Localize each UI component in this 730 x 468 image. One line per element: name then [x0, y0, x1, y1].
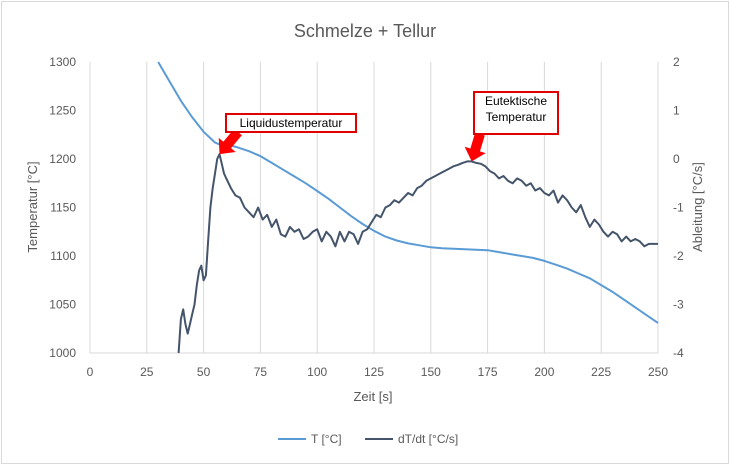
y2-tick-label: -3	[673, 298, 684, 312]
ticks: 0 25 50 75 100 125 150 175 200 225 250 1000 1050 1100…	[49, 55, 684, 379]
y2-tick-label: -2	[673, 249, 684, 263]
legend-label-2: dT/dt [°C/s]	[398, 432, 458, 446]
annotation-box-eutectic	[473, 91, 559, 135]
x-tick-label: 175	[478, 365, 498, 379]
annotations: Liquidustemperatur Eutektische Temperatur	[218, 91, 559, 162]
x-tick-label: 25	[140, 365, 154, 379]
y2-axis-label: Ableitung [°C/s]	[690, 162, 705, 252]
y-tick-label: 1300	[49, 55, 76, 69]
annotation-text-eutectic: Eutektische	[485, 94, 547, 108]
y2-tick-label: -4	[673, 346, 684, 360]
annotation-arrow-liquidus	[218, 128, 242, 155]
series-line-2	[177, 153, 658, 354]
annotation-box-liquidus	[225, 113, 357, 133]
grid	[89, 62, 659, 354]
y-tick-label: 1000	[49, 346, 76, 360]
chart: Schmelze + Tellur 0 25 50 75 100 125 150 175 200…	[25, 21, 705, 446]
arrow-shape	[464, 132, 486, 162]
annotation-text-eutectic: Temperatur	[486, 110, 547, 124]
x-tick-label: 150	[421, 365, 441, 379]
arrow-shape	[218, 128, 242, 155]
x-tick-label: 225	[591, 365, 611, 379]
y2-tick-label: 0	[673, 152, 680, 166]
y-tick-label: 1200	[49, 152, 76, 166]
y2-tick-label: 1	[673, 104, 680, 118]
series-layer	[157, 61, 659, 354]
y-tick-label: 1050	[49, 298, 76, 312]
chart-title: Schmelze + Tellur	[294, 21, 436, 41]
y-tick-label: 1250	[49, 104, 76, 118]
x-tick-label: 250	[648, 365, 668, 379]
annotation-text-liquidus: Liquidustemperatur	[240, 116, 343, 130]
x-tick-label: 0	[87, 365, 94, 379]
legend: T [°C] dT/dt [°C/s]	[278, 432, 458, 446]
x-tick-label: 100	[307, 365, 327, 379]
y2-tick-label: -1	[673, 201, 684, 215]
y2-tick-label: 2	[673, 55, 680, 69]
legend-label-1: T [°C]	[311, 432, 342, 446]
y-axis-label: Temperatur [°C]	[25, 161, 40, 252]
x-tick-label: 75	[254, 365, 268, 379]
y-tick-label: 1150	[50, 201, 76, 215]
y-tick-label: 1100	[50, 249, 76, 263]
x-tick-label: 200	[534, 365, 554, 379]
x-tick-label: 125	[364, 365, 384, 379]
x-tick-label: 50	[197, 365, 211, 379]
x-axis-label: Zeit [s]	[353, 389, 392, 404]
annotation-arrow-eutectic	[464, 132, 486, 162]
